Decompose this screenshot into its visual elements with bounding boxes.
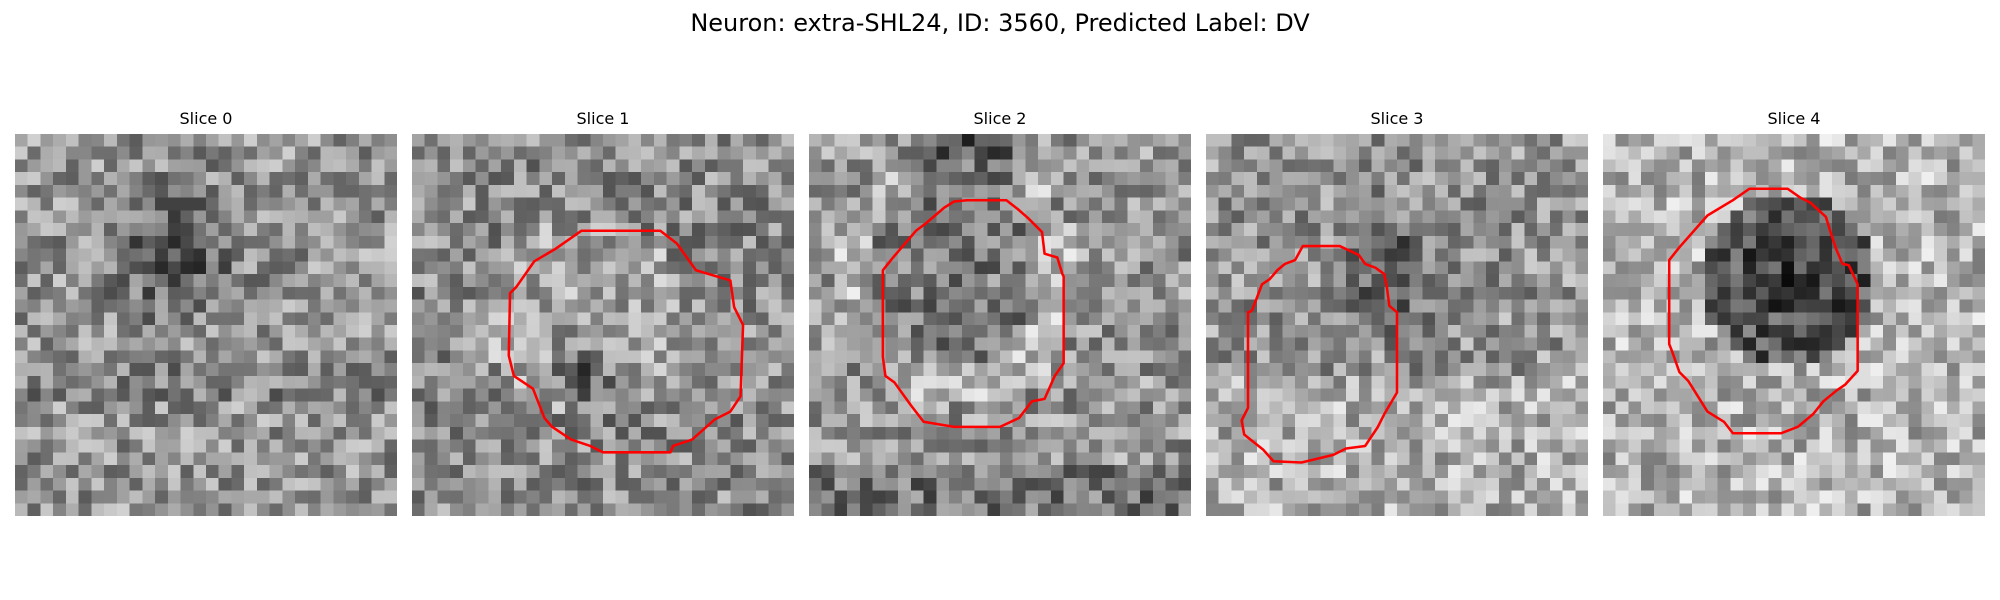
slice-title-0: Slice 0 bbox=[179, 109, 233, 128]
pixel-grid bbox=[412, 134, 794, 516]
figure-title: Neuron: extra-SHL24, ID: 3560, Predicted… bbox=[690, 9, 1310, 37]
slice-image-3 bbox=[1206, 134, 1588, 516]
slice-title-2: Slice 2 bbox=[973, 109, 1027, 128]
slice-title-1: Slice 1 bbox=[576, 109, 630, 128]
roi-contour bbox=[1240, 244, 1399, 464]
roi-contour bbox=[881, 198, 1065, 429]
slice-image-4 bbox=[1603, 134, 1985, 516]
pixel-grid bbox=[809, 134, 1191, 516]
slice-panel-3: Slice 3 bbox=[1206, 108, 1588, 520]
slice-panel-4: Slice 4 bbox=[1603, 108, 1985, 520]
slice-image-1 bbox=[412, 134, 794, 516]
slice-title-4: Slice 4 bbox=[1767, 109, 1821, 128]
pixel-grid bbox=[1603, 134, 1985, 516]
slice-panel-0: Slice 0 bbox=[15, 108, 397, 520]
slice-image-0 bbox=[15, 134, 397, 516]
pixel-grid bbox=[15, 134, 397, 516]
slice-panel-1: Slice 1 bbox=[412, 108, 794, 520]
pixel-grid bbox=[1206, 134, 1588, 516]
roi-contour bbox=[507, 229, 745, 454]
roi-contour bbox=[1667, 187, 1859, 435]
slice-panel-2: Slice 2 bbox=[809, 108, 1191, 520]
slice-image-2 bbox=[809, 134, 1191, 516]
slice-title-3: Slice 3 bbox=[1370, 109, 1424, 128]
